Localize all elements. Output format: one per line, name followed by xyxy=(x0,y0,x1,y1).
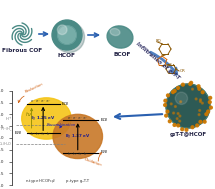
FancyArrowPatch shape xyxy=(150,52,177,74)
Ellipse shape xyxy=(107,26,133,48)
Circle shape xyxy=(173,124,176,126)
Circle shape xyxy=(175,106,176,107)
Text: Oxidation: Oxidation xyxy=(83,157,102,167)
Circle shape xyxy=(207,110,210,113)
Circle shape xyxy=(185,128,188,131)
Circle shape xyxy=(54,22,84,53)
Circle shape xyxy=(177,124,180,127)
Circle shape xyxy=(166,84,210,128)
Circle shape xyxy=(195,98,197,100)
Circle shape xyxy=(199,110,201,111)
Circle shape xyxy=(189,83,192,85)
Circle shape xyxy=(175,92,187,105)
Circle shape xyxy=(181,83,184,86)
Circle shape xyxy=(203,120,206,123)
Circle shape xyxy=(58,26,76,44)
Circle shape xyxy=(179,120,181,122)
Circle shape xyxy=(167,94,169,97)
Circle shape xyxy=(177,87,180,89)
Text: n-type HCOF$_{sp2}$: n-type HCOF$_{sp2}$ xyxy=(25,177,56,186)
Text: hν: hν xyxy=(25,112,31,117)
Text: Recombination: Recombination xyxy=(47,123,76,127)
Text: Fibrous COF: Fibrous COF xyxy=(2,48,42,53)
Text: HCOF: HCOF xyxy=(58,53,76,58)
Circle shape xyxy=(177,113,179,114)
Circle shape xyxy=(181,128,184,131)
Circle shape xyxy=(198,114,200,115)
Ellipse shape xyxy=(110,28,120,36)
Text: h⁺ h⁺ h⁺ h⁺: h⁺ h⁺ h⁺ h⁺ xyxy=(68,152,88,156)
Text: E$_{VB}$: E$_{VB}$ xyxy=(14,129,23,137)
Circle shape xyxy=(208,101,211,104)
Text: BCOF: BCOF xyxy=(113,52,131,57)
Circle shape xyxy=(209,96,212,99)
Circle shape xyxy=(180,101,181,103)
Text: O$_2$/H$_2$O: O$_2$/H$_2$O xyxy=(0,140,13,148)
Circle shape xyxy=(164,99,167,102)
Text: e⁻ e⁻ e⁻ e⁻: e⁻ e⁻ e⁻ e⁻ xyxy=(68,116,88,120)
Text: h⁺ h⁺ h⁺ h⁺: h⁺ h⁺ h⁺ h⁺ xyxy=(31,132,51,136)
Text: H$^+$/H$_2$: H$^+$/H$_2$ xyxy=(0,126,13,134)
Circle shape xyxy=(57,25,67,35)
Circle shape xyxy=(197,85,200,88)
Circle shape xyxy=(190,81,193,84)
Text: p-type g₂T-T: p-type g₂T-T xyxy=(66,179,89,183)
Circle shape xyxy=(166,110,169,113)
FancyArrowPatch shape xyxy=(115,114,162,119)
Circle shape xyxy=(173,90,176,92)
Text: E$_{CB}$: E$_{CB}$ xyxy=(61,100,69,108)
Circle shape xyxy=(198,88,201,90)
Circle shape xyxy=(176,118,178,119)
Circle shape xyxy=(200,101,201,102)
Circle shape xyxy=(165,114,167,117)
Circle shape xyxy=(199,120,202,123)
Circle shape xyxy=(209,106,212,109)
Circle shape xyxy=(179,115,181,117)
Text: RO: RO xyxy=(156,39,162,43)
Circle shape xyxy=(201,102,203,104)
Text: E$_g$ 1.37 eV: E$_g$ 1.37 eV xyxy=(65,132,91,141)
Ellipse shape xyxy=(53,114,103,159)
Text: E$_g$ 1.25 eV: E$_g$ 1.25 eV xyxy=(30,114,56,123)
Circle shape xyxy=(200,99,201,101)
Ellipse shape xyxy=(22,98,71,139)
Circle shape xyxy=(164,104,166,106)
Circle shape xyxy=(196,124,199,127)
Circle shape xyxy=(168,120,171,123)
Text: g₂T-T@HCOF: g₂T-T@HCOF xyxy=(169,132,207,137)
Circle shape xyxy=(201,91,204,94)
Text: Reduction: Reduction xyxy=(24,82,44,94)
Circle shape xyxy=(170,103,172,105)
Text: Infiltration of g₂T-T: Infiltration of g₂T-T xyxy=(135,41,181,81)
Circle shape xyxy=(172,91,174,94)
Circle shape xyxy=(52,20,82,50)
Circle shape xyxy=(173,112,175,114)
Circle shape xyxy=(205,113,208,116)
Circle shape xyxy=(192,88,194,90)
Text: E$_{VB}$: E$_{VB}$ xyxy=(100,149,108,156)
Text: e⁻ e⁻ e⁻ e⁻: e⁻ e⁻ e⁻ e⁻ xyxy=(31,99,50,103)
Circle shape xyxy=(191,126,194,129)
Text: E$_{CB}$: E$_{CB}$ xyxy=(100,116,108,124)
Text: OR: OR xyxy=(180,69,186,73)
Text: H$^+$: H$^+$ xyxy=(5,115,13,123)
